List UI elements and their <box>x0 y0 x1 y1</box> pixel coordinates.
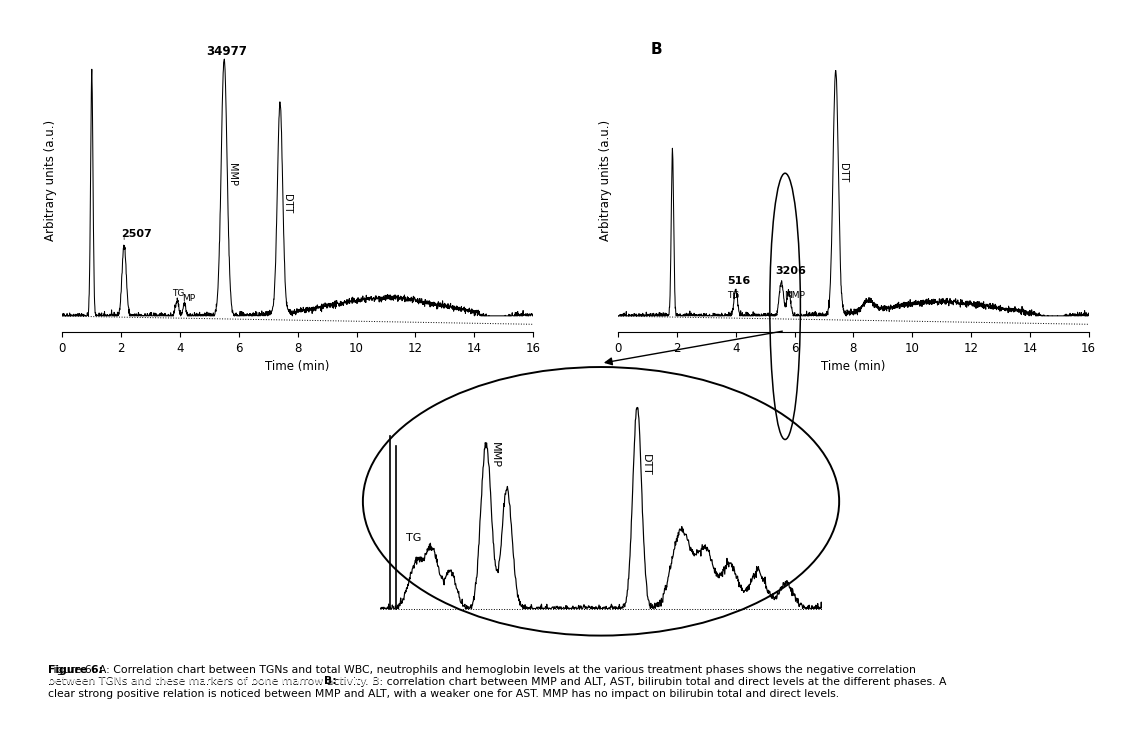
Text: TG: TG <box>171 289 184 298</box>
Text: TG: TG <box>727 291 739 300</box>
Text: B: B <box>651 42 662 57</box>
X-axis label: Time (min): Time (min) <box>265 360 330 373</box>
Text: 2507: 2507 <box>121 228 152 239</box>
Text: MMP: MMP <box>490 442 500 468</box>
Text: Figure 6: A: Correlation chart between TGNs and total WBC, neutrophils and hemog: Figure 6: A: Correlation chart between T… <box>48 665 946 699</box>
Text: MP: MP <box>183 293 195 303</box>
Y-axis label: Arbitrary units (a.u.): Arbitrary units (a.u.) <box>44 120 57 242</box>
Text: DTT: DTT <box>838 163 848 182</box>
Text: DTT: DTT <box>641 454 651 476</box>
Text: 3206: 3206 <box>776 266 806 275</box>
Text: B:: B: <box>324 676 337 686</box>
Text: A: A <box>1004 42 1015 57</box>
Text: Figure 6:: Figure 6: <box>48 665 107 675</box>
X-axis label: Time (min): Time (min) <box>821 360 886 373</box>
Text: 34977: 34977 <box>206 45 247 58</box>
Y-axis label: Arbitrary units (a.u.): Arbitrary units (a.u.) <box>600 120 612 242</box>
Text: MMP: MMP <box>785 291 805 300</box>
Text: between TGNs and these markers of bone marrow activity. B:: between TGNs and these markers of bone m… <box>48 676 383 686</box>
Text: 516: 516 <box>727 276 751 286</box>
Text: TG: TG <box>406 533 422 542</box>
Text: DTT: DTT <box>282 194 293 213</box>
Text: MMP: MMP <box>227 163 237 186</box>
